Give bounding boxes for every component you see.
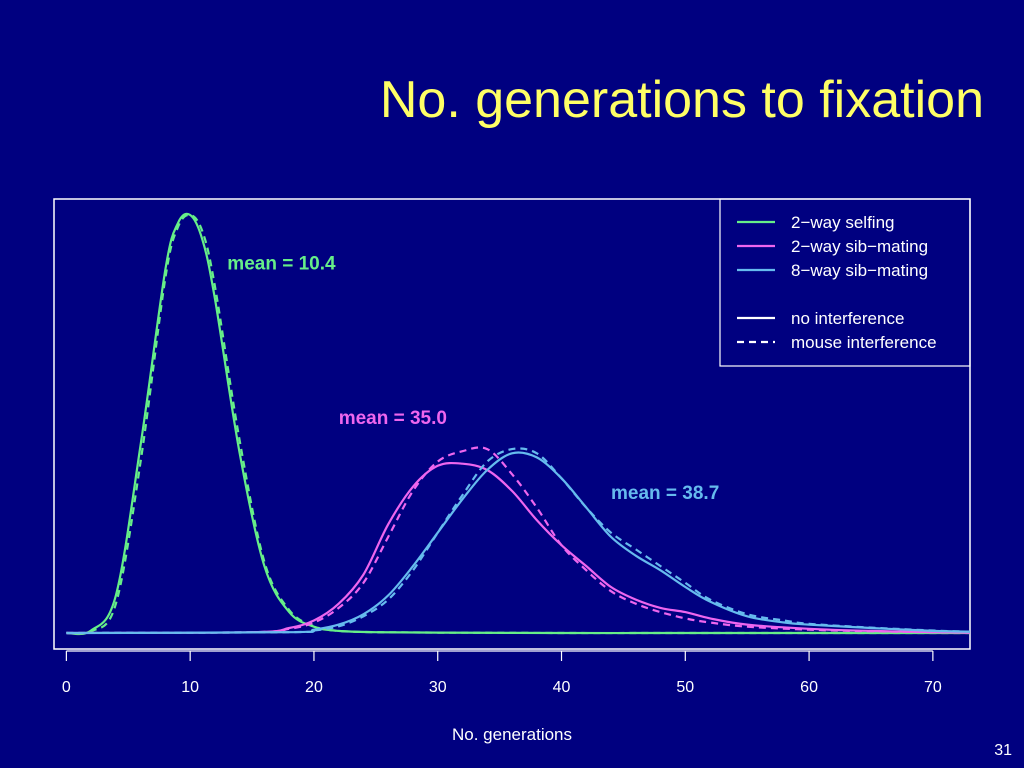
legend-label: mouse interference: [791, 333, 937, 352]
series-line-3: [66, 446, 971, 635]
mean-annotation: mean = 10.4: [227, 253, 336, 274]
x-tick-label: 40: [553, 679, 571, 696]
series-line-4: [66, 451, 971, 635]
series-line-1: [66, 213, 970, 636]
x-tick-label: 10: [181, 679, 199, 696]
slide-title: No. generations to fixation: [379, 71, 984, 129]
x-tick-label: 20: [305, 679, 323, 696]
x-tick-label: 30: [429, 679, 447, 696]
series-line-5: [66, 447, 971, 635]
legend-label: no interference: [791, 309, 904, 328]
plot-frame: [53, 198, 971, 650]
legend-box: [719, 198, 971, 367]
x-tick-label: 70: [924, 679, 942, 696]
x-tick-label: 0: [62, 679, 71, 696]
slide-number: 31: [994, 742, 1012, 759]
series-line-2: [66, 461, 971, 635]
legend-label: 8−way sib−mating: [791, 261, 928, 280]
x-tick-label: 50: [676, 679, 694, 696]
x-tick-label: 60: [800, 679, 818, 696]
mean-annotation: mean = 35.0: [339, 408, 447, 429]
legend-label: 2−way sib−mating: [791, 237, 928, 256]
legend-label: 2−way selfing: [791, 213, 894, 232]
x-axis-label: No. generations: [452, 725, 572, 744]
mean-annotation: mean = 38.7: [611, 483, 719, 504]
